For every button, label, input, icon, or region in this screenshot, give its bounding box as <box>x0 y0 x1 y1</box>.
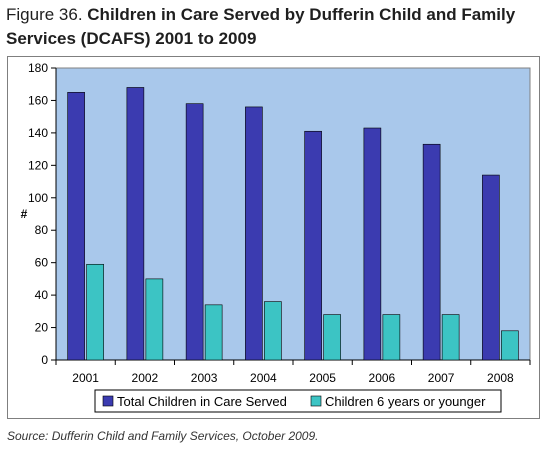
x-tick-label: 2004 <box>250 371 277 385</box>
bar-chart: 0 20 40 60 80 100 120 140 160 180 #2001 2002 2003 200… <box>21 61 531 413</box>
y-tick-label: 80 <box>35 223 49 237</box>
x-tick-label: 2001 <box>72 371 99 385</box>
y-tick-label: 140 <box>28 126 48 140</box>
bar-children-under-6 <box>86 263 104 361</box>
bar-total-children <box>185 103 204 361</box>
bar-total-children <box>422 143 441 361</box>
y-tick-label: 100 <box>28 191 48 205</box>
bar-total-children <box>482 174 500 361</box>
legend-label-under-6: Children 6 years or younger <box>325 394 486 409</box>
bar-total-children <box>363 127 382 361</box>
legend-box <box>94 389 502 413</box>
x-tick-label: 2003 <box>191 371 218 385</box>
y-tick-label: 20 <box>35 321 49 335</box>
bar-total-children <box>126 87 145 361</box>
figure-number: Figure 36. <box>6 5 83 24</box>
legend-swatch-total <box>102 395 114 407</box>
y-tick-label: 160 <box>28 93 48 107</box>
legend-swatch-under-6 <box>310 395 322 407</box>
y-tick-label: 120 <box>28 158 48 172</box>
y-tick-label: 180 <box>28 61 48 75</box>
source-note: Source: Dufferin Child and Family Servic… <box>7 429 319 443</box>
x-tick-label: 2008 <box>487 371 514 385</box>
bar-children-under-6 <box>264 301 282 361</box>
x-tick-label: 2002 <box>132 371 159 385</box>
bar-children-under-6 <box>441 314 460 361</box>
y-tick-label: 40 <box>35 288 49 302</box>
chart-frame: 0 20 40 60 80 100 120 140 160 180 #2001 2002 2003 200… <box>7 56 540 419</box>
chart-title: Children in Care Served by Dufferin Chil… <box>6 5 516 48</box>
x-tick-label: 2005 <box>309 371 336 385</box>
bar-total-children <box>67 92 85 361</box>
bar-children-under-6 <box>323 314 341 361</box>
figure-title: Figure 36. Children in Care Served by Du… <box>6 3 546 51</box>
bar-children-under-6 <box>382 314 401 361</box>
bar-total-children <box>245 106 263 361</box>
legend-label-total: Total Children in Care Served <box>117 394 287 409</box>
y-tick-label: 60 <box>35 256 49 270</box>
y-tick-label: 0 <box>41 353 48 367</box>
bar-children-under-6 <box>501 330 519 361</box>
bar-children-under-6 <box>145 278 164 361</box>
x-tick-label: 2007 <box>428 371 455 385</box>
bar-children-under-6 <box>204 304 223 361</box>
y-axis-label: # <box>21 207 28 221</box>
bar-total-children <box>304 130 322 361</box>
x-tick-label: 2006 <box>369 371 396 385</box>
